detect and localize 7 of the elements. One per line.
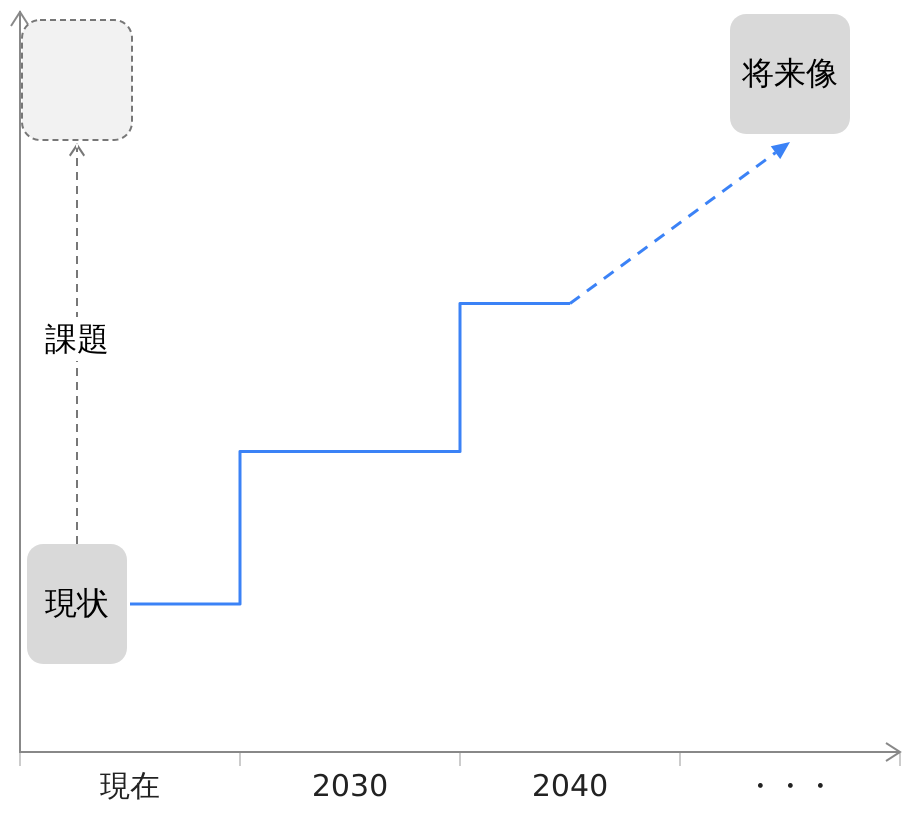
x-tick-label: 2040 [532,768,608,804]
x-tick-label: 2030 [312,768,388,804]
x-tick-label: 現在 [100,768,160,804]
annotation: 課題 [32,317,122,361]
x-tick-label: ・・・ [745,768,835,804]
rounded-box: 将来像 [730,14,850,134]
rounded-box: 現状 [27,544,127,664]
